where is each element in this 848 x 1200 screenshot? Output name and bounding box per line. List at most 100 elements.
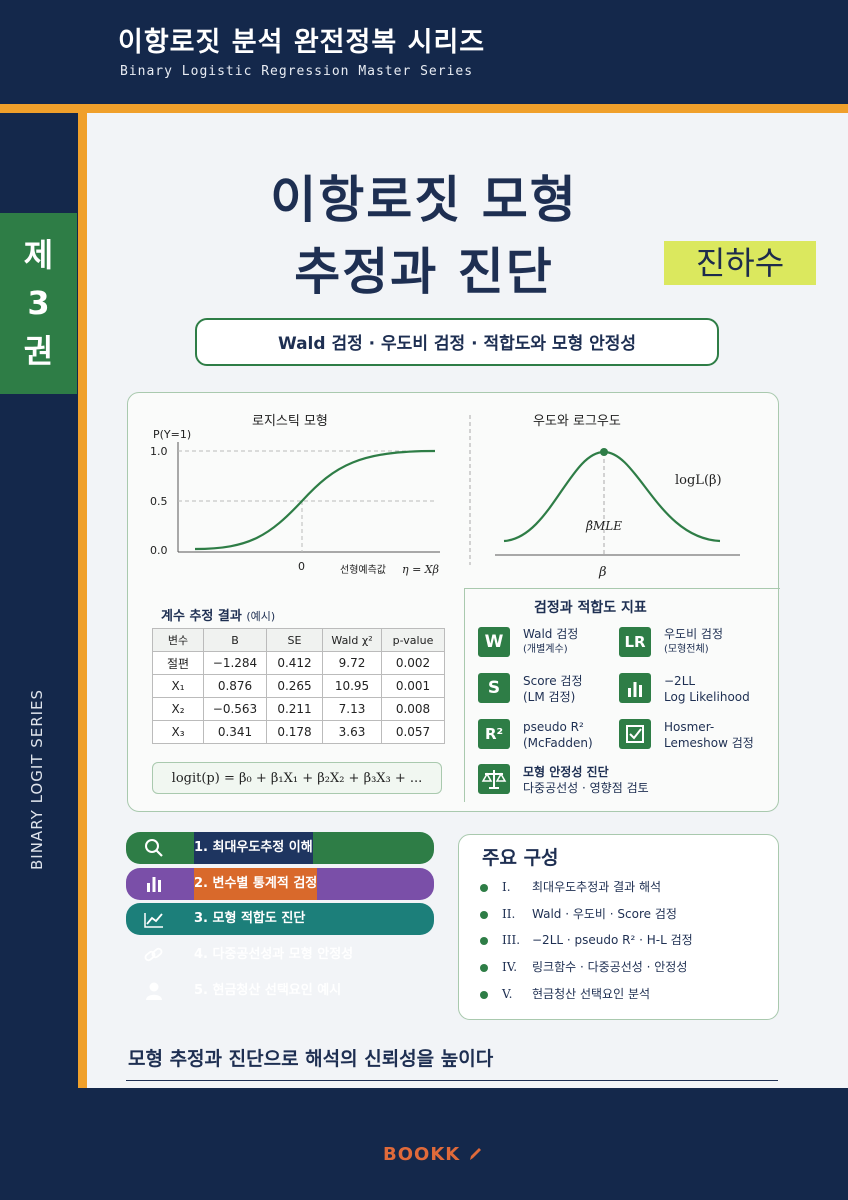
chapter-pill-3: 3. 모형 적합도 진단 xyxy=(126,903,434,935)
publisher-name: BOOKK xyxy=(383,1144,461,1165)
metric-label-text: Wald 검정 xyxy=(523,627,579,641)
coef-table: 변수 B SE Wald χ² p-value 절편 −1.284 0.412 … xyxy=(152,628,445,744)
metric-label-text: 모형 안정성 진단 xyxy=(523,765,609,779)
coef-header-b: B xyxy=(203,628,267,652)
coef-cell: 0.341 xyxy=(203,720,267,744)
orange-divider xyxy=(0,104,848,113)
likelihood-chart: logL(β) β̂MLE β xyxy=(495,448,740,580)
publisher-logo: BOOKK xyxy=(383,1144,482,1165)
metric-label-text: pseudo R² xyxy=(523,720,584,734)
bar-chart-icon xyxy=(142,868,166,911)
metric-label-text: Hosmer- xyxy=(664,720,715,734)
side-series-label: BINARY LOGIT SERIES xyxy=(28,688,46,870)
subtitle-box: Wald 검정 · 우도비 검정 · 적합도와 모형 안정성 xyxy=(195,318,719,366)
coef-cell: 3.63 xyxy=(322,720,382,744)
bullet-icon xyxy=(480,936,488,945)
logistic-ytick-05: 0.5 xyxy=(150,495,168,508)
coef-cell: 10.95 xyxy=(322,674,382,698)
metric-note-text: Lemeshow 검정 xyxy=(664,736,754,750)
bullet-icon xyxy=(480,963,488,972)
metric-wald: Wald 검정 (개별계수) xyxy=(523,626,578,658)
toc-item-text: −2LL · pseudo R² · H-L 검정 xyxy=(532,933,693,947)
toc-item-text: 최대우도추정과 결과 해석 xyxy=(532,880,662,894)
likelihood-mle-label: β̂MLE xyxy=(585,519,622,533)
logistic-ytick-1: 1.0 xyxy=(150,445,168,458)
coef-cell: −0.563 xyxy=(203,697,267,721)
likelihood-x-label: β xyxy=(598,565,607,580)
toc-item-text: 링크함수 · 다중공선성 · 안정성 xyxy=(532,960,688,974)
logistic-chart-title: 로지스틱 모형 xyxy=(252,414,328,429)
main-title-line2: 추정과 진단 xyxy=(294,243,554,301)
chapter-pill-label: 4. 다중공선성과 모형 안정성 xyxy=(194,947,354,962)
metrics-box xyxy=(464,588,780,802)
metric-note-text: (개별계수) xyxy=(523,644,568,655)
chapter-pill-5: 5. 현금청산 선택요인 예시 xyxy=(126,975,434,1007)
coef-cell: 0.876 xyxy=(203,674,267,698)
toc-box xyxy=(458,834,779,1020)
bullet-icon xyxy=(480,990,488,999)
bullet-icon xyxy=(480,910,488,919)
list-item: III. −2LL · pseudo R² · H-L 검정 xyxy=(480,931,693,948)
tagline-underline xyxy=(126,1080,778,1081)
coef-title-note: (예시) xyxy=(246,610,276,623)
logistic-chart: P(Y=1) 1.0 0.5 0.0 0 선형예측값 η = Xβ xyxy=(150,428,440,576)
series-title: 이항로짓 분석 완전정복 시리즈 xyxy=(118,27,486,58)
table-row: X₃ 0.341 0.178 3.63 0.057 xyxy=(152,720,445,744)
chapter-pill-label: 1. 최대우도추정 이해 xyxy=(194,832,313,864)
line-chart-icon xyxy=(142,903,166,946)
metric-label-text: 우도비 검정 xyxy=(664,627,724,641)
toc-title: 주요 구성 xyxy=(482,847,559,869)
volume-number: 3 xyxy=(27,284,50,322)
volume-suffix: 권 xyxy=(23,332,54,370)
logistic-x-formula: η = Xβ xyxy=(402,563,439,576)
coef-title-text: 계수 추정 결과 xyxy=(161,609,242,624)
coef-cell: 7.13 xyxy=(322,697,382,721)
author-name: 진하수 xyxy=(664,241,816,285)
toc-item-num: IV. xyxy=(502,960,518,974)
metric-hosmer: Hosmer- Lemeshow 검정 xyxy=(664,719,754,751)
coef-cell: 절편 xyxy=(152,651,204,675)
tagline: 모형 추정과 진단으로 해석의 신뢰성을 높이다 xyxy=(128,1048,494,1070)
logit-formula: logit(p) = β₀ + β₁X₁ + β₂X₂ + β₃X₃ + ... xyxy=(152,762,442,794)
coef-cell: 0.178 xyxy=(266,720,323,744)
coef-cell: 0.211 xyxy=(266,697,323,721)
likelihood-curve-label: logL(β) xyxy=(675,473,722,488)
list-item: II. Wald · 우도비 · Score 검정 xyxy=(480,905,677,922)
lr-icon: LR xyxy=(619,627,651,657)
coef-cell: X₃ xyxy=(152,720,204,744)
coef-table-title: 계수 추정 결과 (예시) xyxy=(161,605,275,624)
toc-item-text: Wald · 우도비 · Score 검정 xyxy=(532,907,677,921)
coef-cell: 0.001 xyxy=(381,674,445,698)
metric-note-text: 다중공선성 · 영향점 검토 xyxy=(523,781,649,795)
chapter-pill-label: 5. 현금청산 선택요인 예시 xyxy=(194,983,342,998)
volume-prefix: 제 xyxy=(23,236,54,274)
table-row: 절편 −1.284 0.412 9.72 0.002 xyxy=(152,651,445,675)
volume-tab: 제 3 권 xyxy=(0,213,77,394)
metric-label-text: −2LL xyxy=(664,674,696,688)
metric-note-text: (McFadden) xyxy=(523,736,593,750)
table-row: X₂ −0.563 0.211 7.13 0.008 xyxy=(152,697,445,721)
header-band xyxy=(0,0,848,104)
toc-item-num: I. xyxy=(502,880,511,894)
wald-icon: W xyxy=(478,627,510,657)
metric-score: Score 검정 (LM 검정) xyxy=(523,673,583,705)
list-item: V. 현금청산 선택요인 분석 xyxy=(480,985,650,1002)
likelihood-peak-point xyxy=(600,448,608,456)
coef-cell: 0.002 xyxy=(381,651,445,675)
person-icon xyxy=(142,975,166,1018)
coef-cell: 0.265 xyxy=(266,674,323,698)
metric-note-text: (LM 검정) xyxy=(523,690,576,704)
search-icon xyxy=(142,832,166,875)
logistic-ytick-0: 0.0 xyxy=(150,544,168,557)
coef-cell: 0.412 xyxy=(266,651,323,675)
chapter-pill-label: 2. 변수별 통계적 검정 xyxy=(194,868,318,900)
coef-header-var: 변수 xyxy=(152,628,204,652)
bar-chart-icon xyxy=(619,673,651,703)
chapter-pill-4: 4. 다중공선성과 모형 안정성 xyxy=(126,939,434,971)
chart-divider xyxy=(469,415,471,565)
r-squared-icon: R² xyxy=(478,719,510,749)
coef-header-wald: Wald χ² xyxy=(322,628,382,652)
toc-item-num: V. xyxy=(502,987,513,1001)
logistic-y-label: P(Y=1) xyxy=(153,428,191,441)
